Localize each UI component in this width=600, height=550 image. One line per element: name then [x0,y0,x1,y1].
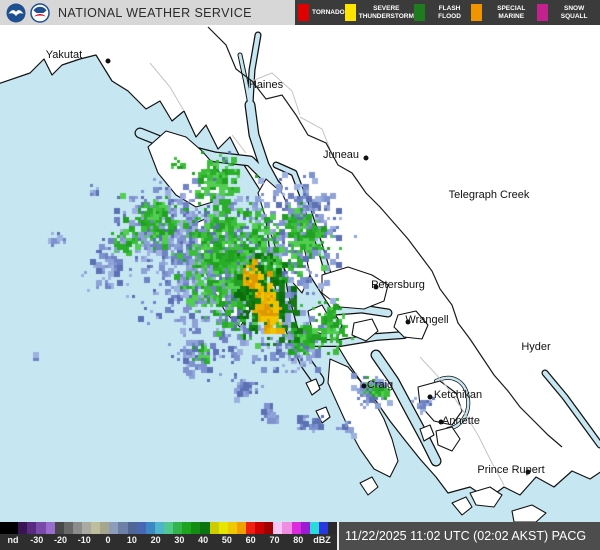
timestamp: 11/22/2025 11:02 UTC (02:02 AKST) PACG [337,522,600,550]
scale-segment [291,522,301,534]
scale-tick: 50 [221,535,232,545]
scale-segment [163,522,174,534]
scale-segment [309,522,319,534]
scale-segment [145,522,155,534]
severe-thunderstorm-swatch [344,4,356,21]
scale-tick: -10 [77,535,91,545]
reflectivity-tick-labels: nd -30 -20 -10 0 10 20 30 40 50 60 70 80 dBZ [0,534,337,550]
header-bar: NATIONAL WEATHER SERVICE TORNADO SEVERE T… [0,0,600,25]
scale-segment [173,522,183,534]
scale-segment [300,522,310,534]
scale-segment [327,522,338,534]
scale-segment [209,522,219,534]
warning-legend-item: FLASH FLOOD [413,4,471,21]
scale-tick: 10 [126,535,137,545]
noaa-logo-icon [6,3,26,22]
radar-echo-layer [0,25,600,522]
warning-legend-item: SNOW SQUALL [537,4,597,21]
scale-segment [191,522,201,534]
footer-bar: nd -30 -20 -10 0 10 20 30 40 50 60 70 80 dBZ 11/22/20… [0,522,600,550]
warning-legend-label: FLASH FLOOD [438,4,461,20]
special-marine-swatch [471,4,483,21]
scale-segment [18,522,28,534]
scale-segment [63,522,73,534]
scale-tick: dBZ [313,535,331,545]
reflectivity-colorbar [0,522,338,534]
scale-segment [182,522,192,534]
scale-segment [81,522,92,534]
warning-legend-item: SEVERE THUNDERSTORM [344,4,414,21]
warning-legend-label: SEVERE THUNDERSTORM [358,4,414,20]
scale-segment [236,522,246,534]
scale-tick: 0 [105,535,111,545]
scale-segment [227,522,237,534]
scale-segment [109,522,119,534]
scale-segment [255,522,265,534]
snow-squall-swatch [537,4,549,21]
radar-map[interactable]: Yakutat Haines Juneau Telegraph Creek Peters… [0,25,600,522]
scale-tick: nd [7,535,19,545]
scale-segment [264,522,274,534]
scale-segment [118,522,128,534]
scale-tick: 60 [245,535,256,545]
reflectivity-scale: nd -30 -20 -10 0 10 20 30 40 50 60 70 80 dBZ [0,522,338,550]
scale-segment [218,522,228,534]
warning-legend-label: TORNADO [312,8,345,16]
scale-segment [27,522,37,534]
scale-segment [318,522,328,534]
scale-segment [136,522,146,534]
scale-segment [36,522,46,534]
scale-tick: 30 [174,535,185,545]
scale-segment [0,522,10,534]
warning-legend: TORNADO SEVERE THUNDERSTORM FLASH FLOOD SPE… [295,0,600,25]
warning-legend-item: SPECIAL MARINE [471,4,537,21]
scale-segment [273,522,283,534]
scale-segment [72,522,82,534]
scale-tick: 80 [293,535,304,545]
flash-flood-swatch [413,4,425,21]
scale-segment [245,522,256,534]
scale-tick: -20 [54,535,68,545]
header-branding: NATIONAL WEATHER SERVICE [0,0,295,25]
warning-legend-label: SPECIAL MARINE [497,4,526,20]
tornado-swatch [298,4,309,21]
agency-title-link[interactable]: NATIONAL WEATHER SERVICE [58,5,252,20]
warning-legend-label: SNOW SQUALL [560,4,588,20]
scale-segment [91,522,101,534]
scale-segment [154,522,164,534]
warning-legend-item: TORNADO [298,4,345,21]
scale-segment [9,522,19,534]
scale-segment [127,522,137,534]
scale-tick: 40 [198,535,209,545]
scale-tick: -30 [30,535,44,545]
scale-tick: 20 [150,535,161,545]
scale-tick: 70 [269,535,280,545]
nws-logo-icon [30,2,50,23]
scale-segment [54,522,64,534]
scale-segment [200,522,210,534]
scale-segment [282,522,292,534]
scale-segment [45,522,55,534]
scale-segment [100,522,110,534]
